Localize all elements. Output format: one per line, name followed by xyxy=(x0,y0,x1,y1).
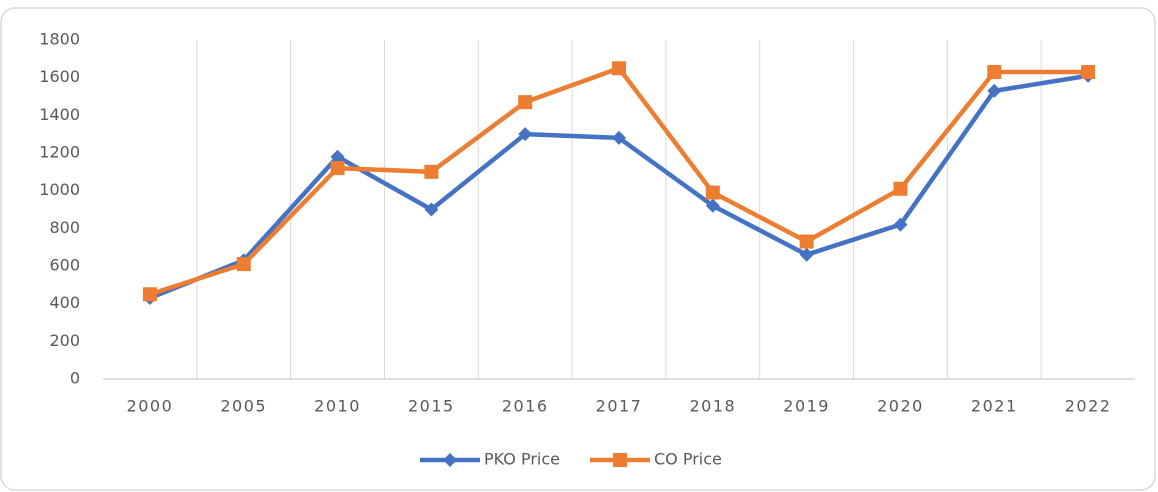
data-point xyxy=(893,217,908,232)
data-point xyxy=(612,130,626,145)
x-tick-label: 2017 xyxy=(596,397,643,416)
data-point xyxy=(893,181,908,196)
x-tick-label: 2010 xyxy=(314,397,361,416)
data-point xyxy=(612,61,626,76)
x-tick-label: 2022 xyxy=(1065,397,1112,416)
data-point xyxy=(330,149,345,164)
y-tick-label: 0 xyxy=(70,369,80,388)
data-point xyxy=(799,234,814,249)
data-point xyxy=(424,202,439,217)
x-tick-label: 2016 xyxy=(502,397,549,416)
data-point xyxy=(236,257,251,272)
legend-marker xyxy=(443,453,457,467)
y-tick-label: 1000 xyxy=(39,180,80,199)
y-tick-label: 1200 xyxy=(39,143,80,162)
y-tick-label: 200 xyxy=(49,331,80,350)
data-point xyxy=(987,83,1002,98)
data-point xyxy=(1081,65,1096,80)
data-point xyxy=(705,198,720,213)
data-point xyxy=(705,185,720,200)
y-tick-label: 1400 xyxy=(39,105,80,124)
x-tick-label: 2015 xyxy=(408,397,455,416)
y-tick-label: 800 xyxy=(49,218,80,237)
y-tick-label: 400 xyxy=(49,293,80,312)
x-tick-label: 2018 xyxy=(689,397,736,416)
legend-label: CO Price xyxy=(654,450,722,469)
data-point xyxy=(518,127,533,142)
x-tick-label: 2000 xyxy=(127,397,174,416)
data-point xyxy=(330,161,345,176)
x-tick-label: 2020 xyxy=(877,397,924,416)
y-tick-label: 1800 xyxy=(39,30,80,49)
x-tick-label: 2005 xyxy=(220,397,267,416)
data-point xyxy=(424,164,439,179)
data-point xyxy=(518,95,533,110)
data-point xyxy=(799,247,814,262)
x-tick-label: 2019 xyxy=(783,397,830,416)
data-point xyxy=(987,65,1002,80)
legend-marker xyxy=(612,453,627,467)
y-tick-label: 600 xyxy=(49,256,80,275)
chart-frame xyxy=(0,7,1156,491)
data-point xyxy=(142,287,157,302)
x-tick-label: 2021 xyxy=(971,397,1018,416)
y-tick-label: 1600 xyxy=(39,67,80,86)
legend-label: PKO Price xyxy=(484,450,560,469)
